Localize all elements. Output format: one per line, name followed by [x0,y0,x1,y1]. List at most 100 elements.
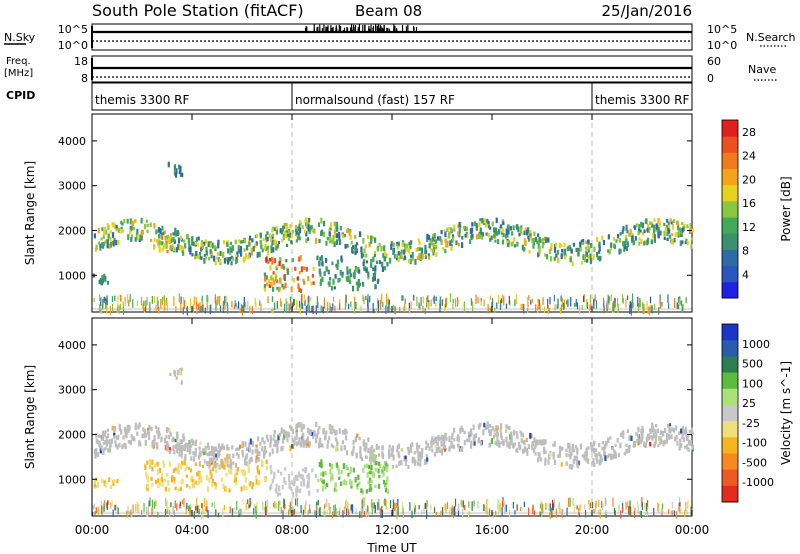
echo-cell [431,249,435,253]
echo-cell [396,509,398,520]
echo-cell [593,508,596,515]
echo-cell [352,467,355,473]
echo-cell [170,477,174,483]
echo-cell [283,477,286,483]
echo-cell [268,233,272,239]
echo-cell [160,298,162,309]
echo-cell [294,436,297,441]
echo-cell [184,442,188,448]
echo-cell [657,218,660,224]
echo-cell [690,506,692,515]
echo-cell [601,441,604,445]
echo-cell [636,438,639,443]
echo-cell [238,444,242,449]
echo-cell [247,499,249,505]
echo-cell [374,284,377,289]
echo-cell [397,454,400,458]
echo-cell [276,439,280,444]
echo-cell [353,273,356,280]
echo-cell [363,266,366,271]
echo-cell [460,425,463,431]
echo-cell [111,295,114,303]
echo-cell [101,227,104,232]
echo-cell [612,449,616,454]
echo-cell [175,444,178,449]
echo-cell [660,439,663,444]
echo-cell [666,218,669,223]
echo-cell [186,502,188,510]
echo-cell [148,425,151,430]
echo-cell [363,496,365,507]
echo-cell [263,507,266,512]
echo-cell [181,245,184,250]
echo-cell [280,265,283,269]
echo-cell [153,439,156,446]
echo-cell [676,220,679,226]
echo-cell [189,468,192,473]
echo-cell [146,474,149,480]
echo-cell [663,230,666,237]
echo-cell [407,258,411,264]
echo-cell [552,504,554,511]
echo-cell [631,233,635,237]
echo-cell [667,224,670,230]
echo-cell [222,483,225,490]
echo-cell [298,256,301,262]
echo-cell [277,434,280,441]
echo-cell [446,227,449,232]
echo-cell [541,501,543,511]
echo-cell [197,253,200,260]
echo-cell [373,253,377,258]
echo-cell [608,249,611,255]
echo-cell [209,243,212,248]
echo-cell [172,246,175,251]
echo-cell [477,233,480,239]
echo-cell [93,297,95,303]
echo-cell [675,425,678,431]
echo-cell [355,248,358,254]
echo-cell [275,439,278,446]
echo-cell [290,300,292,311]
echo-cell [668,423,672,427]
echo-cell [134,237,137,242]
echo-cell [396,445,399,449]
echo-cell [591,461,594,465]
echo-cell [291,444,294,449]
echo-cell [652,427,655,433]
echo-cell [500,298,502,304]
echo-cell [305,438,309,444]
echo-cell [520,231,523,236]
echo-cell [379,507,381,516]
echo-cell [201,448,205,454]
echo-cell [100,445,103,451]
echo-cell [222,445,225,450]
echo-cell [211,244,215,249]
echo-cell [646,228,649,232]
echo-cell [374,505,376,514]
echo-cell [126,510,128,518]
echo-cell [541,442,544,446]
echo-cell [253,503,256,509]
echo-cell [637,426,640,433]
echo-cell [532,241,535,246]
echo-cell [172,468,175,473]
echo-cell [471,501,473,511]
echo-cell [248,459,251,465]
echo-cell [172,506,175,516]
echo-cell [277,469,280,474]
echo-cell [354,244,357,250]
echo-cell [168,449,172,454]
echo-cell [169,432,172,437]
echo-cell [322,306,324,314]
echo-cell [268,283,271,289]
echo-cell [103,447,106,452]
echo-cell [421,510,423,515]
echo-cell [525,447,529,453]
echo-cell [309,225,312,232]
echo-cell [274,488,277,492]
echo-cell [95,244,98,250]
echo-cell [426,296,428,303]
echo-cell [290,233,293,239]
echo-cell [244,477,247,483]
echo-cell [145,300,147,310]
